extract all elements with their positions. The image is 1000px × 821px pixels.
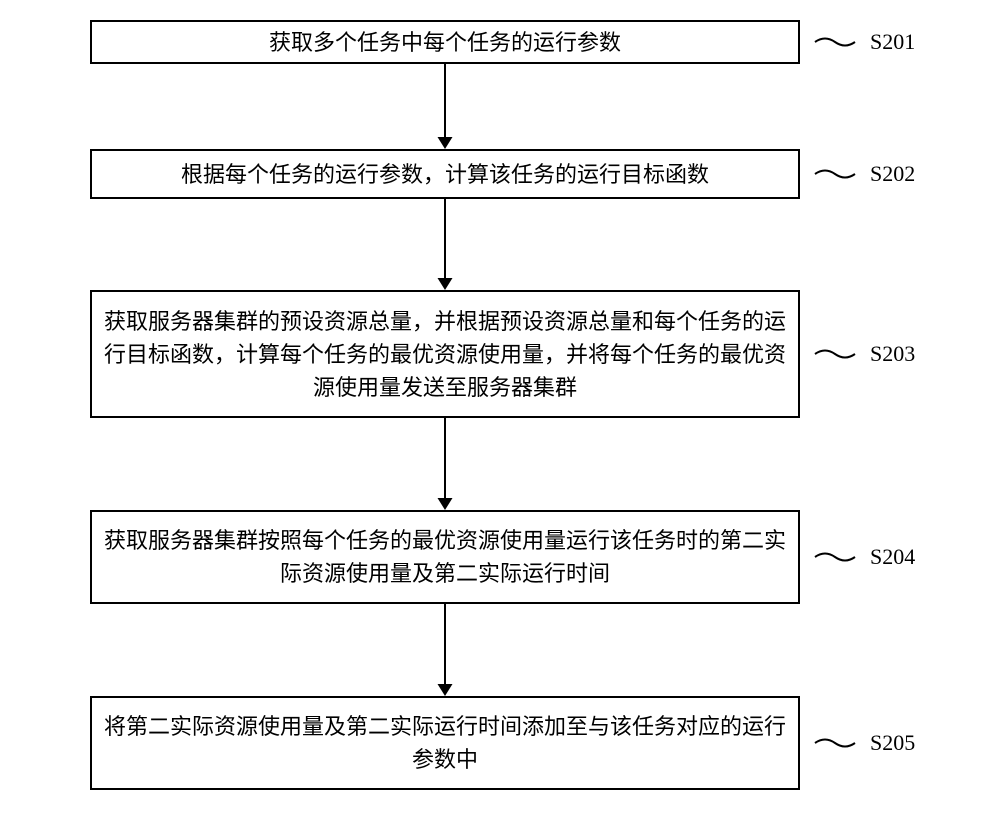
flow-step-text: 获取服务器集群按照每个任务的最优资源使用量运行该任务时的第二实际资源使用量及第二… <box>102 524 788 590</box>
flow-step-s202: 根据每个任务的运行参数，计算该任务的运行目标函数 <box>90 149 800 199</box>
flow-step-label-s202: S202 <box>870 161 915 187</box>
flow-step-text: 获取服务器集群的预设资源总量，并根据预设资源总量和每个任务的运行目标函数，计算每… <box>102 305 788 404</box>
flow-step-s201: 获取多个任务中每个任务的运行参数 <box>90 20 800 64</box>
flow-step-label-s204: S204 <box>870 544 915 570</box>
flow-step-label-s203: S203 <box>870 341 915 367</box>
flow-step-label-s201: S201 <box>870 29 915 55</box>
flow-step-label-s205: S205 <box>870 730 915 756</box>
flow-step-text: 根据每个任务的运行参数，计算该任务的运行目标函数 <box>181 158 709 191</box>
flow-step-s203: 获取服务器集群的预设资源总量，并根据预设资源总量和每个任务的运行目标函数，计算每… <box>90 290 800 418</box>
flowchart-diagram: 获取多个任务中每个任务的运行参数 S201 根据每个任务的运行参数，计算该任务的运行… <box>0 0 1000 821</box>
flow-step-text: 获取多个任务中每个任务的运行参数 <box>269 26 621 59</box>
flow-step-s204: 获取服务器集群按照每个任务的最优资源使用量运行该任务时的第二实际资源使用量及第二… <box>90 510 800 604</box>
flow-step-s205: 将第二实际资源使用量及第二实际运行时间添加至与该任务对应的运行参数中 <box>90 696 800 790</box>
flow-step-text: 将第二实际资源使用量及第二实际运行时间添加至与该任务对应的运行参数中 <box>102 710 788 776</box>
